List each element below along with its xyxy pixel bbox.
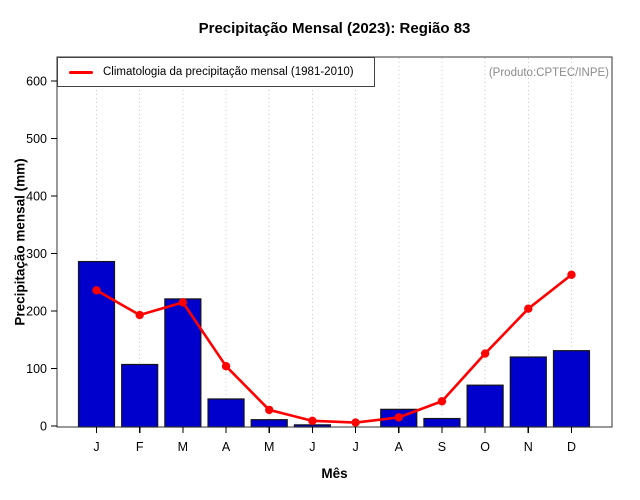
x-tick-label: J: [93, 440, 99, 454]
legend-label: Climatologia da precipitação mensal (198…: [103, 66, 354, 78]
chart-title: Precipitação Mensal (2023): Região 83: [198, 20, 471, 37]
bar: [250, 419, 288, 428]
x-tick-label: M: [264, 440, 274, 454]
y-tick-label: 100: [26, 362, 47, 376]
climatology-point: [178, 298, 188, 307]
bar: [207, 398, 245, 428]
x-axis-label: Mês: [321, 466, 348, 481]
product-annotation: (Produto:CPTEC/INPE): [488, 67, 609, 79]
bar: [509, 356, 547, 428]
x-tick-label: A: [395, 440, 404, 454]
x-tick-label: A: [222, 440, 231, 454]
climatology-point: [437, 397, 447, 406]
y-tick-label: 400: [26, 190, 47, 204]
y-tick-label: 300: [26, 247, 47, 261]
climatology-line: [95, 273, 573, 424]
legend: Climatologia da precipitação mensal (198…: [57, 57, 375, 87]
x-tick-label: J: [309, 440, 315, 454]
bar: [423, 417, 461, 428]
legend-line-swatch: [69, 70, 93, 74]
bar: [121, 363, 159, 428]
climatology-point: [480, 349, 490, 358]
bar: [466, 384, 504, 428]
x-tick-label: D: [567, 440, 576, 454]
climatology-point: [135, 310, 144, 320]
bar: [164, 298, 202, 428]
climatology-point: [351, 418, 360, 427]
climatology-point: [221, 362, 231, 371]
y-tick-label: 500: [26, 132, 47, 146]
climatology-point: [394, 413, 403, 422]
x-tick-label: S: [438, 440, 446, 454]
climatology-point: [265, 405, 274, 415]
y-tick-label: 600: [26, 75, 47, 89]
x-tick-label: N: [524, 440, 533, 454]
x-tick-label: J: [352, 440, 358, 454]
climatology-point: [567, 270, 576, 279]
y-tick-label: 0: [40, 420, 47, 434]
x-tick-label: F: [136, 440, 144, 454]
climatology-point: [524, 304, 533, 313]
bar: [552, 350, 591, 428]
y-tick-label: 200: [26, 305, 47, 319]
climatology-point: [92, 286, 101, 295]
x-tick-label: O: [480, 440, 490, 454]
climatology-point: [308, 416, 317, 426]
x-tick-label: M: [178, 440, 188, 454]
